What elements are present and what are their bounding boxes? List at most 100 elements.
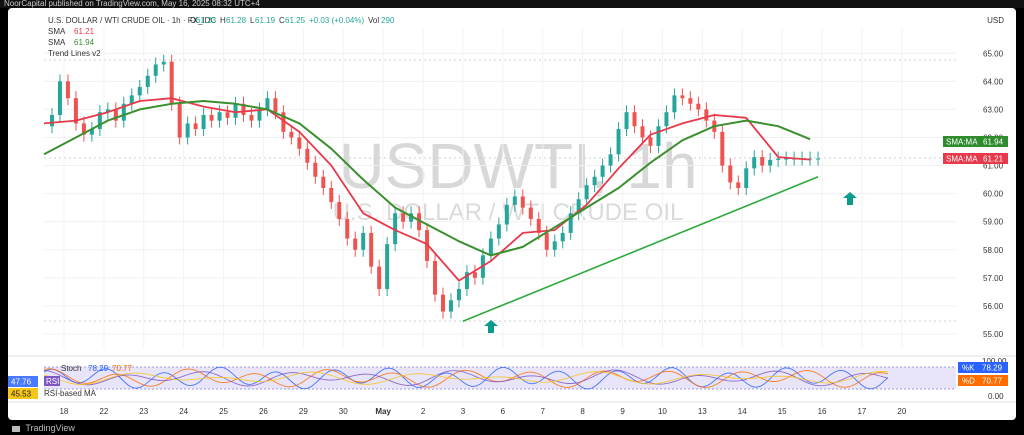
candle-body [313, 162, 318, 177]
candle-body [448, 300, 453, 312]
candle-body [385, 244, 390, 290]
chart-frame: USDWTI, 1h U.S. DOLLAR / WTI CRUDE OIL 6… [8, 8, 1016, 420]
sma-fast-value: 61.21 [74, 27, 95, 36]
candle-body [776, 158, 781, 160]
candle-body [584, 185, 589, 200]
sma-badge-red: SMA:MA 61.21 [943, 153, 1008, 164]
candle-body [305, 148, 310, 163]
candle-body [329, 188, 334, 203]
sma-fast-series [43, 97, 811, 282]
candle-body [81, 123, 86, 135]
candle-body [616, 129, 621, 155]
grid [44, 28, 956, 348]
price-tick-label: 56.00 [983, 302, 1004, 311]
arrow-up-icon [843, 192, 857, 205]
candle-body [648, 137, 653, 146]
candle-body [600, 165, 605, 177]
time-tick-label: 6 [501, 407, 506, 416]
candle-body [544, 232, 549, 250]
candle-body [720, 131, 725, 166]
svg-text:%D: %D [962, 377, 975, 386]
svg-text:100.00: 100.00 [982, 357, 1007, 366]
candle-body [97, 112, 102, 130]
sma-slow-label: SMA [48, 38, 66, 47]
time-tick-label: 10 [658, 407, 667, 416]
currency-label: USD [987, 16, 1004, 25]
candle-body [592, 176, 597, 186]
time-tick-label: 30 [339, 407, 348, 416]
candle-body [361, 232, 366, 250]
time-tick-label: 24 [179, 407, 188, 416]
price-axis[interactable]: 65.0064.0063.0062.0061.0060.0059.0058.00… [983, 49, 1004, 339]
candle-body [568, 213, 573, 233]
svg-text:H: H [220, 16, 226, 25]
candle-body [768, 159, 773, 166]
price-tick-label: 57.00 [983, 274, 1004, 283]
candle-body [640, 126, 645, 138]
candle-body [816, 158, 821, 160]
price-tick-label: 61.00 [983, 162, 1004, 171]
price-tick-label: 58.00 [983, 246, 1004, 255]
candle-body [169, 61, 174, 104]
candle-body [576, 199, 581, 214]
oscillator-line [43, 371, 889, 385]
candle-body [225, 112, 230, 118]
candle-body [49, 115, 54, 127]
svg-text:0.00: 0.00 [988, 392, 1004, 401]
price-tick-label: 55.00 [983, 330, 1004, 339]
candle-body [417, 213, 422, 231]
candle-body [201, 115, 206, 130]
candle-body [265, 98, 270, 110]
svg-text:RSI: RSI [46, 377, 59, 386]
time-tick-label: 13 [698, 407, 707, 416]
candle-body [552, 241, 557, 250]
svg-text:70.77: 70.77 [982, 377, 1003, 386]
time-tick-label: 15 [778, 407, 787, 416]
candle-body [656, 126, 661, 146]
candle-body [672, 95, 677, 113]
candle-body [728, 165, 733, 183]
svg-text:61.21: 61.21 [983, 155, 1004, 164]
svg-text:45.53: 45.53 [11, 390, 32, 399]
sma-slow-value: 61.94 [74, 38, 95, 47]
time-tick-label: 29 [299, 407, 308, 416]
candle-body [688, 98, 693, 104]
candle-body [297, 137, 302, 149]
brand-footer: TradingView [0, 422, 1024, 435]
candle-body [369, 232, 374, 267]
svg-text:78.29: 78.29 [982, 364, 1003, 373]
time-tick-label: May [375, 407, 391, 416]
trendlines-label: Trend Lines v2 [48, 49, 101, 58]
svg-text:RSI-based MA: RSI-based MA [44, 389, 97, 398]
time-tick-label: 2 [421, 407, 426, 416]
svg-text:61.19: 61.19 [255, 16, 276, 25]
svg-text:C: C [279, 16, 285, 25]
svg-text:+0.03 (+0.04%): +0.03 (+0.04%) [309, 16, 364, 25]
svg-text:78.29: 78.29 [88, 364, 109, 373]
candle-body [632, 112, 637, 127]
svg-text:61.28: 61.28 [226, 16, 247, 25]
arrow-up-icon [484, 320, 498, 333]
candle-body [528, 207, 533, 219]
candle-body [337, 202, 342, 219]
price-tick-label: 63.00 [983, 105, 1004, 114]
svg-text:47.76: 47.76 [11, 378, 32, 387]
candle-body [145, 75, 150, 87]
time-axis[interactable]: 18 22 23 24 25 26 29 30 May 2 3 6 7 8 9 10 13 14 15 16 17 20 [59, 407, 906, 416]
svg-text:70.77: 70.77 [112, 364, 133, 373]
svg-text:Stoch: Stoch [61, 364, 81, 373]
time-tick-label: 7 [541, 407, 546, 416]
svg-text:Vol: Vol [368, 16, 379, 25]
candle-body [560, 232, 565, 242]
candle-body [664, 112, 669, 127]
price-chart[interactable]: USDWTI, 1h U.S. DOLLAR / WTI CRUDE OIL 6… [8, 8, 1016, 420]
svg-text:61.94: 61.94 [983, 138, 1004, 147]
candle-body [177, 103, 182, 138]
candle-body [57, 81, 62, 116]
candle-body [129, 95, 134, 104]
candle-body [520, 196, 525, 208]
svg-text:SMA:MA: SMA:MA [946, 138, 978, 147]
candle-body [608, 154, 613, 166]
candle-body [249, 115, 254, 121]
time-tick-label: 23 [139, 407, 148, 416]
